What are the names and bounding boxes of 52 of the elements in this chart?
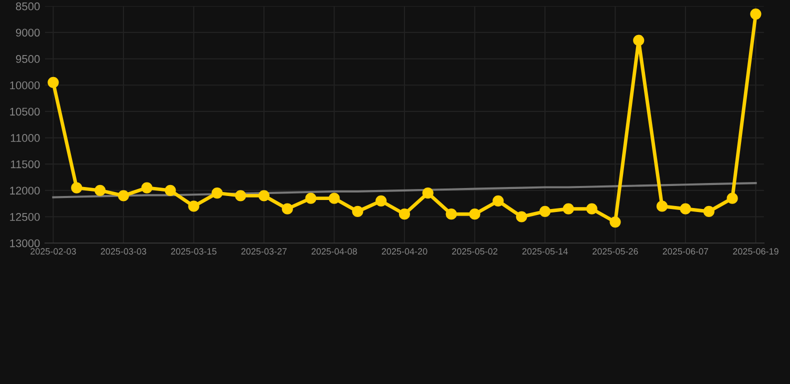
point — [539, 206, 551, 218]
x-tick-label: 2025-02-03 — [30, 248, 76, 255]
x-tick-label: 2025-03-03 — [100, 248, 146, 255]
point — [282, 203, 293, 214]
y-tick-label: 9500 — [16, 55, 40, 63]
x-tick-label: 2025-03-27 — [241, 248, 287, 255]
point — [469, 208, 480, 220]
point — [492, 195, 504, 207]
x-tick-label: 2025-05-14 — [522, 248, 568, 255]
point — [71, 182, 82, 194]
y-tick-label: 10000 — [10, 81, 40, 90]
point — [398, 208, 410, 220]
x-tick-label: 2025-05-26 — [592, 248, 638, 255]
point — [48, 76, 59, 88]
y-tick-label: 10500 — [10, 108, 40, 116]
y-tick-label: 11500 — [10, 160, 40, 168]
point — [141, 182, 152, 194]
point — [703, 206, 714, 218]
point — [376, 195, 387, 207]
y-tick-label: 8500 — [16, 2, 40, 10]
point — [258, 190, 270, 202]
point — [562, 203, 574, 214]
point — [305, 192, 316, 204]
point — [610, 216, 621, 228]
y-tick-label: 12000 — [10, 186, 40, 195]
point — [235, 190, 246, 202]
y-tick-label: 13000 — [10, 239, 40, 248]
x-tick-label: 2025-04-08 — [312, 248, 357, 255]
x-tick-label: 2025-03-15 — [171, 248, 216, 255]
point — [188, 200, 200, 212]
point — [516, 211, 528, 222]
point — [328, 192, 340, 204]
point — [352, 206, 364, 218]
x-tick-label: 2025-05-02 — [452, 248, 498, 255]
y-tick-label: 11000 — [10, 134, 40, 142]
point — [656, 200, 668, 212]
x-tick-label: 2025-06-19 — [733, 248, 778, 255]
point — [680, 203, 692, 214]
point — [586, 203, 598, 214]
point — [164, 184, 176, 196]
y-tick-label: 12500 — [10, 213, 40, 221]
point — [212, 188, 223, 199]
point — [446, 208, 457, 220]
point — [633, 34, 644, 46]
point — [750, 8, 762, 20]
x-tick-label: 2025-04-20 — [382, 248, 428, 255]
point — [118, 190, 130, 202]
point — [726, 192, 738, 204]
y-tick-label: 9000 — [16, 28, 40, 37]
point — [422, 188, 434, 199]
point — [94, 184, 106, 196]
x-tick-label: 2025-06-07 — [662, 248, 708, 255]
